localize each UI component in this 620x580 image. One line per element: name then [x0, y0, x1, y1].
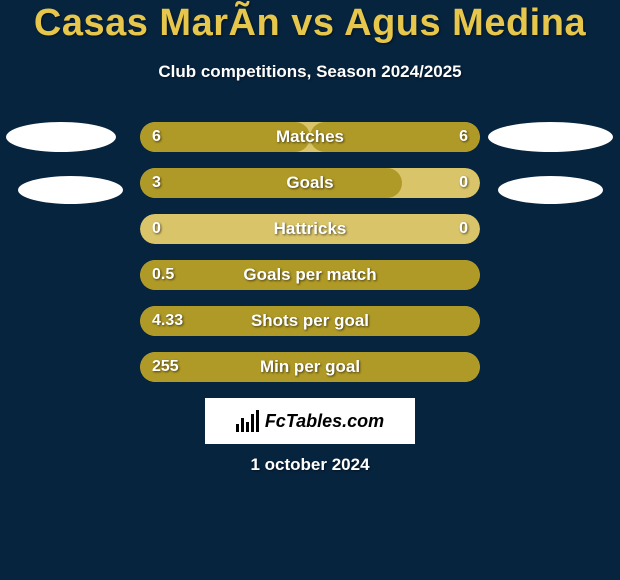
stat-row: Shots per goal4.33	[140, 306, 480, 336]
branding-text: FcTables.com	[265, 411, 384, 432]
stat-value-left: 255	[152, 352, 179, 382]
chart-title: Casas MarÃ­n vs Agus Medina	[0, 2, 620, 45]
stat-label: Shots per goal	[140, 306, 480, 336]
stat-row: Goals3 0	[140, 168, 480, 198]
player-right-marker-2	[498, 176, 603, 204]
stat-value-left: 0	[152, 214, 161, 244]
player-right-marker-1	[488, 122, 613, 152]
stat-value-right: 0	[459, 168, 468, 198]
stat-label: Matches	[140, 122, 480, 152]
stat-label: Goals	[140, 168, 480, 198]
stat-value-left: 6	[152, 122, 161, 152]
branding-badge: FcTables.com	[205, 398, 415, 444]
stat-value-left: 3	[152, 168, 161, 198]
stat-value-left: 4.33	[152, 306, 183, 336]
stat-row: Hattricks0 0	[140, 214, 480, 244]
stat-value-left: 0.5	[152, 260, 174, 290]
stat-row: Goals per match0.5	[140, 260, 480, 290]
chart-date: 1 october 2024	[0, 455, 620, 475]
stat-value-right: 0	[459, 214, 468, 244]
player-left-marker-2	[18, 176, 123, 204]
stat-row: Matches6 6	[140, 122, 480, 152]
player-left-marker-1	[6, 122, 116, 152]
chart-icon	[236, 410, 259, 432]
stat-row: Min per goal255	[140, 352, 480, 382]
stat-value-right: 6	[459, 122, 468, 152]
chart-subtitle: Club competitions, Season 2024/2025	[0, 62, 620, 82]
stat-label: Goals per match	[140, 260, 480, 290]
stat-label: Hattricks	[140, 214, 480, 244]
stat-label: Min per goal	[140, 352, 480, 382]
comparison-chart: Casas MarÃ­n vs Agus Medina Club competi…	[0, 0, 620, 580]
